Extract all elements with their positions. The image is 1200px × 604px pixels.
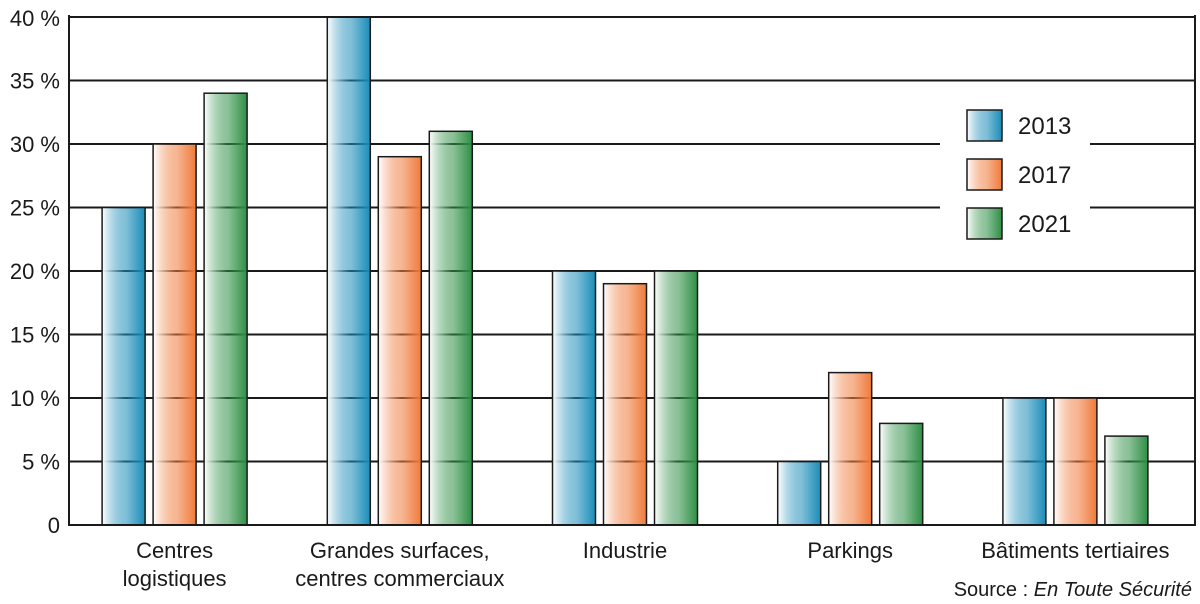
- x-tick-label: Parkings: [807, 538, 893, 563]
- y-tick-label: 10 %: [10, 386, 60, 411]
- bar-2017: [827, 371, 873, 526]
- x-tick-label: Centres logistiques: [123, 538, 227, 591]
- bar-2013: [1002, 397, 1047, 526]
- legend: 2013 2017 2021: [940, 100, 1090, 240]
- category-labels: Centres logistiques Grandes surfaces, centr…: [123, 538, 1170, 591]
- y-tick-label: 25 %: [10, 196, 60, 221]
- legend-swatch-2017: [966, 158, 1003, 191]
- bar-2017: [602, 282, 648, 526]
- y-tick-label: 40 %: [10, 6, 60, 31]
- bar-2021: [428, 130, 474, 526]
- bar-2021: [203, 92, 248, 526]
- bar-2013: [551, 270, 597, 526]
- bars: [101, 16, 1149, 526]
- bar-2017: [377, 155, 423, 526]
- source-label: Source : En Toute Sécurité: [954, 579, 1192, 601]
- x-tick-label: Grandes surfaces, centres commerciaux: [295, 538, 504, 591]
- bar-2017: [152, 143, 197, 526]
- legend-label-2021: 2021: [1018, 211, 1071, 238]
- legend-swatch-2013: [966, 109, 1003, 142]
- axes: [68, 15, 1196, 526]
- y-axis-tick-labels: 0 5 % 10 % 15 % 20 % 25 % 30 % 35 % 40 %: [10, 6, 60, 538]
- y-tick-label: 35 %: [10, 69, 60, 94]
- bar-2021: [1104, 435, 1149, 526]
- legend-swatch-2021: [966, 207, 1003, 240]
- x-tick-label: Industrie: [583, 538, 667, 563]
- legend-label-2013: 2013: [1018, 113, 1071, 140]
- bar-2021: [878, 422, 924, 526]
- legend-label-2017: 2017: [1018, 162, 1071, 189]
- y-tick-label: 0: [48, 513, 60, 538]
- y-tick-label: 20 %: [10, 259, 60, 284]
- bar-2017: [1053, 397, 1098, 526]
- y-tick-label: 15 %: [10, 323, 60, 348]
- x-tick-label: Bâtiments tertiaires: [981, 538, 1169, 563]
- legend-background: [940, 100, 1090, 240]
- source-name: En Toute Sécurité: [1034, 579, 1192, 601]
- bar-2013: [776, 460, 822, 526]
- y-tick-label: 5 %: [22, 450, 60, 475]
- source-prefix: Source :: [954, 579, 1034, 601]
- bar-2021: [653, 270, 699, 526]
- bar-2013: [101, 206, 146, 526]
- y-tick-label: 30 %: [10, 132, 60, 157]
- bar-2013: [326, 16, 372, 526]
